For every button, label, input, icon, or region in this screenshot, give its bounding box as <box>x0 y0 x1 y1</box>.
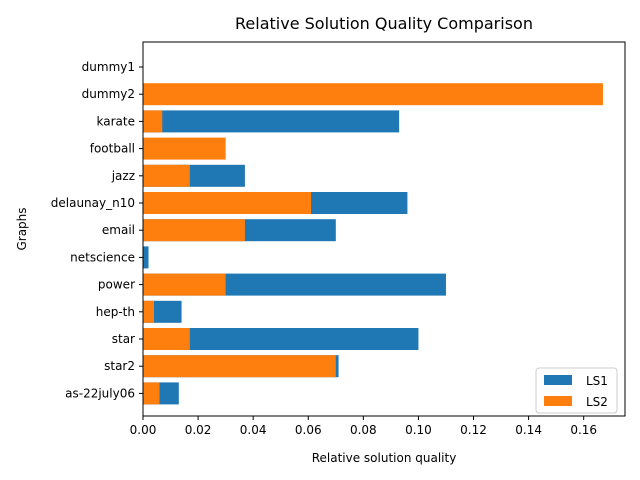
y-tick-label: football <box>90 142 135 156</box>
bars-layer <box>143 83 603 405</box>
x-tick-label: 0.08 <box>350 423 377 437</box>
y-tick-label: as-22july06 <box>65 386 135 400</box>
y-axis: dummy1 dummy2 karate football jazz delaunay_n… <box>51 60 143 400</box>
y-tick-label: email <box>102 223 135 237</box>
y-tick-label: dummy1 <box>82 60 135 74</box>
bar-ls2-hep-th <box>143 300 155 323</box>
x-tick-label: 0.06 <box>295 423 322 437</box>
x-tick-label: 0.02 <box>185 423 212 437</box>
bar-ls1-netscience <box>143 246 149 269</box>
x-axis: 0.00 0.02 0.04 0.06 0.08 0.10 0.12 0.14 0.16 <box>130 416 597 437</box>
legend-swatch-ls1 <box>544 375 572 385</box>
y-tick-label: star <box>112 332 135 346</box>
bar-ls2-jazz <box>143 164 190 187</box>
y-tick-label: star2 <box>104 359 135 373</box>
x-axis-label: Relative solution quality <box>312 451 457 465</box>
bar-ls2-as-22july06 <box>143 382 160 405</box>
bar-ls2-dummy2 <box>143 83 603 106</box>
bar-ls2-email <box>143 219 245 242</box>
bar-ls2-football <box>143 137 226 160</box>
legend-label-ls1: LS1 <box>586 374 608 388</box>
legend: LS1 LS2 <box>535 367 618 414</box>
y-tick-label: delaunay_n10 <box>51 196 135 210</box>
bar-ls2-star <box>143 328 190 350</box>
x-tick-label: 0.10 <box>405 423 432 437</box>
x-tick-label: 0.00 <box>130 423 157 437</box>
bar-ls1-karate <box>143 110 400 133</box>
y-tick-label: jazz <box>111 169 135 183</box>
y-tick-label: power <box>98 278 135 292</box>
legend-swatch-ls2 <box>544 396 572 406</box>
x-tick-label: 0.16 <box>570 423 597 437</box>
x-tick-label: 0.04 <box>240 423 267 437</box>
bar-ls1-star <box>143 328 419 350</box>
y-axis-label: Graphs <box>15 207 29 250</box>
y-tick-label: karate <box>97 114 135 128</box>
x-tick-label: 0.14 <box>515 423 542 437</box>
bar-ls2-star2 <box>143 355 336 378</box>
legend-label-ls2: LS2 <box>586 395 608 409</box>
chart-title: Relative Solution Quality Comparison <box>235 14 533 33</box>
bar-ls2-power <box>143 273 226 296</box>
y-tick-label: dummy2 <box>82 87 135 101</box>
y-tick-label: hep-th <box>96 305 135 319</box>
bar-ls2-karate <box>143 110 163 133</box>
bar-ls2-delaunay_n10 <box>143 192 312 214</box>
plot-frame <box>142 41 626 417</box>
y-tick-label: netscience <box>70 250 135 264</box>
x-tick-label: 0.12 <box>460 423 487 437</box>
